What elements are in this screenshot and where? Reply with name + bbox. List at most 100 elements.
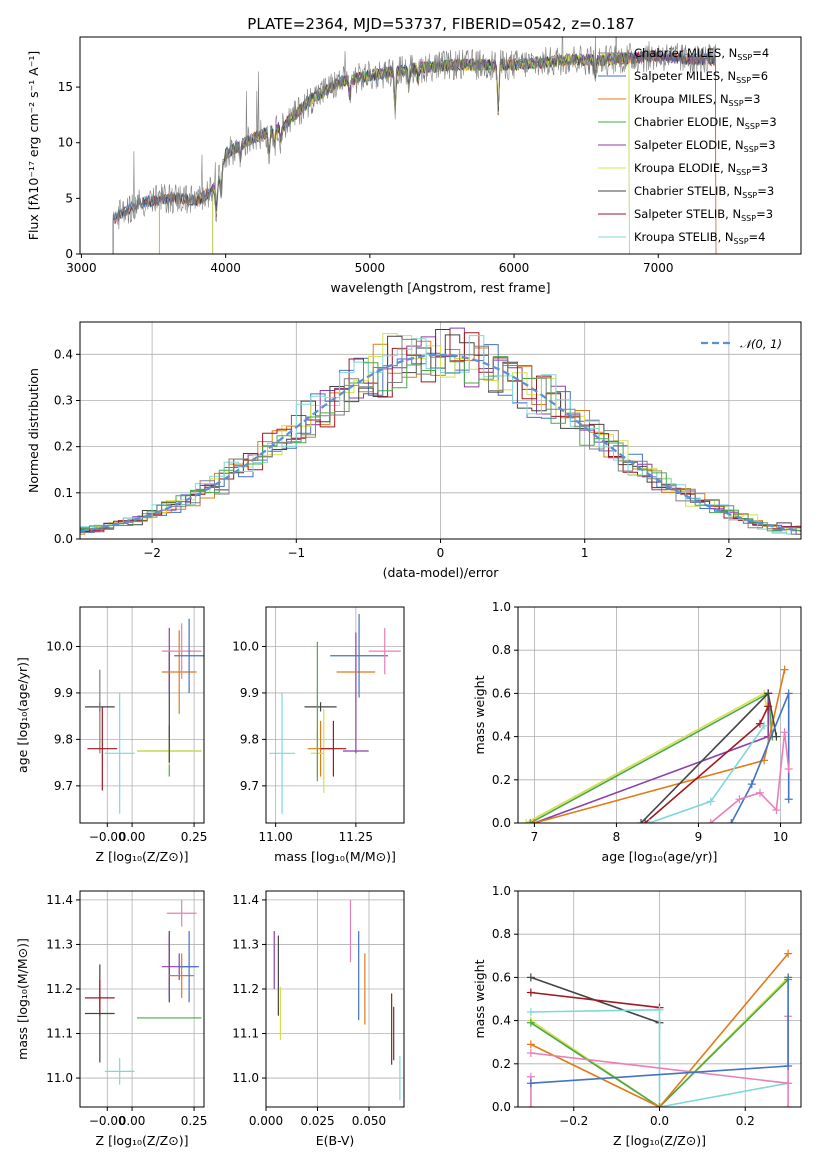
axes-z_age: −0.000.00 0.25 9.7 9.8 9.9 10.0 Z [log₁₀(Z/Z⊙)…: [15, 606, 207, 864]
errorbar-point: [87, 706, 118, 791]
plot-area-z_age: [84, 618, 204, 814]
x-axis-label: (data-model)/error: [383, 565, 500, 580]
plot-area-z_mass: [84, 899, 202, 1085]
y-axis-label: mass [log₁₀(M/M⊙)]: [15, 938, 30, 1060]
normal-curve: [80, 353, 801, 532]
weight-marker: [755, 788, 764, 797]
weight-marker: [747, 780, 756, 789]
y-tick-label: 0.6: [492, 686, 511, 700]
x-tick-label: 11.00: [258, 830, 292, 844]
y-tick-label: 0.0: [492, 816, 511, 830]
histogram-series: [80, 333, 801, 535]
errorbar-point: [104, 692, 135, 814]
weight-marker: [526, 1049, 535, 1057]
weight-series: [530, 979, 789, 1107]
legend-entry: Chabrier STELIB, NSSP=3: [634, 184, 774, 200]
weight-marker: [526, 973, 535, 982]
y-tick-label: 9.7: [240, 779, 259, 793]
histogram-series: [80, 355, 801, 532]
axes-frame: [265, 890, 405, 1108]
y-axis-label: Flux [fλ10⁻¹⁷ erg cm⁻² s⁻¹ A⁻¹]: [26, 51, 41, 240]
spectrum-legend: Chabrier MILES, NSSP=4 Salpeter MILES, NS…: [598, 46, 777, 246]
x-axis-label: E(B-V): [316, 1133, 355, 1148]
weight-marker: [655, 1103, 664, 1107]
y-tick-label: 5: [65, 191, 73, 205]
axes-spectrum: 3000 4000 5000 6000 7000 0 5 10 15 wavelength [An…: [26, 36, 802, 295]
axes-age_weight: 7 8 9 10 0.0 0.2 0.4 0.6 0.8 1.0 age [log₁₀(age/yr…: [472, 600, 802, 864]
weight-marker: [735, 795, 744, 804]
spectrum-line: [112, 50, 716, 254]
weight-marker: [760, 721, 769, 730]
axes-z_mass: −0.000.00 0.25 11.0 11.1 11.2 11.3 11.4 Z [log₁…: [15, 890, 207, 1148]
weight-marker: [784, 1061, 793, 1070]
weight-marker: [780, 728, 789, 737]
y-tick-label: 11.1: [232, 1027, 259, 1041]
y-tick-label: 0.4: [54, 347, 73, 361]
weight-marker: [641, 819, 650, 823]
weight-marker: [706, 819, 715, 823]
weight-series: [530, 976, 789, 1107]
y-tick-label: 10: [58, 136, 73, 150]
y-tick-label: 11.2: [232, 982, 259, 996]
weight-marker: [784, 689, 793, 698]
plot-area-age_weight: [522, 665, 793, 823]
legend-entry: Salpeter MILES, NSSP=6: [634, 69, 768, 85]
residuals-legend: 𝒩(0, 1): [701, 337, 782, 351]
y-tick-label: 11.3: [46, 937, 73, 951]
errorbar-point: [174, 618, 204, 693]
errorbar-point: [161, 623, 202, 679]
errorbar-point: [368, 627, 401, 675]
weight-marker: [637, 819, 646, 823]
axes-frame: [265, 606, 405, 824]
figure-title: PLATE=2364, MJD=53737, FIBERID=0542, z=0…: [247, 15, 634, 33]
weight-series: [530, 1008, 789, 1107]
errorbar-point: [304, 702, 337, 712]
legend-entry: Kroupa STELIB, NSSP=4: [634, 230, 765, 246]
spectrum-line: [112, 49, 717, 254]
weight-marker: [784, 795, 793, 804]
x-tick-label: −0.00: [89, 1114, 126, 1128]
errorbar-point: [330, 613, 388, 698]
axes-ebv_mass: 0.000 0.025 0.050 11.0 11.1 11.2 11.3 11.4 E(B-V…: [232, 890, 405, 1148]
plot-area-z_weight: [526, 949, 793, 1107]
errorbar-point: [161, 630, 197, 714]
x-tick-label: 0.050: [352, 1114, 386, 1128]
y-axis-label: mass weight: [472, 675, 487, 754]
axes-mass_age: 11.00 11.25 9.7 9.8 9.9 10.0 mass [log₁₀(M/M⊙)…: [232, 606, 405, 864]
y-tick-label: 11.4: [232, 893, 259, 907]
x-tick-label: 8: [613, 830, 621, 844]
x-tick-label: 9: [695, 830, 703, 844]
weight-marker: [780, 665, 789, 674]
x-tick-label: 0.00: [119, 1114, 146, 1128]
spectrum-line: [158, 49, 717, 254]
y-tick-label: 0.2: [54, 440, 73, 454]
weight-series: [710, 732, 790, 823]
axes-frame: [79, 890, 205, 1108]
y-tick-label: 11.0: [46, 1071, 73, 1085]
errorbar-point: [320, 720, 347, 777]
weight-series: [730, 693, 790, 823]
weight-marker: [784, 1103, 793, 1107]
x-tick-label: 0.00: [119, 830, 146, 844]
y-tick-label: 15: [58, 80, 73, 94]
y-tick-label: 0.2: [492, 1057, 511, 1071]
x-tick-label: 10: [773, 830, 788, 844]
y-tick-label: 9.9: [240, 686, 259, 700]
y-tick-label: 9.8: [54, 732, 73, 746]
plot-area-spectrum: [112, 37, 717, 254]
plot-area-ebv_mass: [273, 899, 401, 1101]
axes-z_weight: −0.2 0.0 0.2 0.0 0.2 0.4 0.6 0.8 1.0 Z [log₁₀(Z/Z…: [472, 884, 802, 1148]
weight-marker: [655, 1005, 664, 1014]
x-tick-label: 7000: [643, 261, 674, 275]
weight-marker: [526, 1103, 535, 1107]
spectrum-line: [112, 37, 717, 254]
y-tick-label: 0.3: [54, 393, 73, 407]
y-tick-label: 0.6: [492, 970, 511, 984]
x-tick-label: 0.0: [650, 1114, 669, 1128]
weight-marker: [526, 819, 535, 823]
y-tick-label: 9.7: [54, 779, 73, 793]
errorbar-point: [166, 899, 197, 927]
y-axis-label: mass weight: [472, 959, 487, 1038]
legend-entry: 𝒩(0, 1): [740, 337, 782, 351]
